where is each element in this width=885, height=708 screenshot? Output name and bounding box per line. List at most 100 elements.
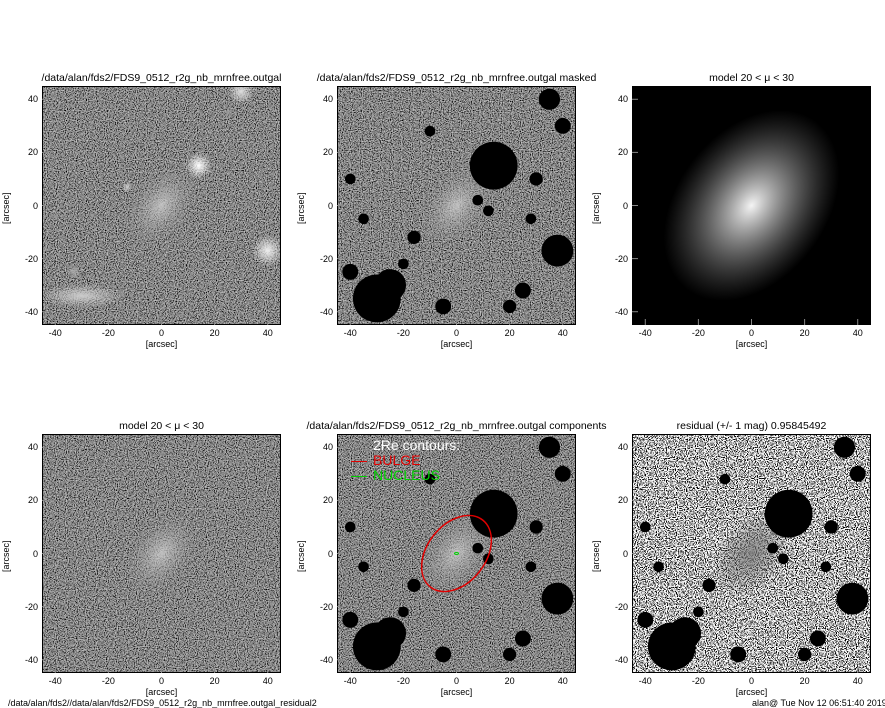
mask-region [344,173,356,185]
mask-region [358,561,369,573]
mask-region [669,617,702,650]
mask-region [767,542,779,554]
x-axis-label: [arcsec] [735,339,768,349]
star [251,234,281,267]
mask-region [525,213,537,225]
y-tick-label: -20 [614,253,628,264]
mask-region [435,646,452,663]
mask-region [653,561,664,573]
x-tick-label: 0 [748,328,755,338]
mask-region [398,258,409,270]
mask-region [554,117,571,134]
y-tick-label: -20 [24,253,38,264]
mask-region [472,194,484,206]
mask-region [637,611,654,628]
mask-region [538,88,561,110]
legend-label: NUCLEUS [373,467,440,483]
mask-region [358,213,369,225]
x-tick-label: -40 [638,328,652,338]
x-tick-label: -40 [638,676,652,686]
y-tick-label: -40 [614,306,628,317]
x-tick-label: 0 [453,328,460,338]
y-tick-label: 20 [322,495,333,506]
y-tick-label: 20 [617,147,628,158]
galaxy [122,511,201,596]
x-tick-label: 40 [852,676,863,686]
image-panel-masked [337,86,576,325]
legend: 2Re contours: BULGE NUCLEUS [351,438,460,483]
x-tick-label: -40 [48,676,62,686]
mask-region [342,263,359,280]
legend-item: NUCLEUS [351,468,460,483]
y-tick-label: -40 [614,654,628,665]
mask-region [514,630,531,647]
y-tick-label: 40 [322,442,333,453]
mask-region [514,282,531,299]
mask-region [344,521,356,533]
mask-region [483,205,494,217]
mask-region [424,125,436,137]
x-tick-label: 0 [158,328,165,338]
mask-region [525,561,537,573]
bulge-contour [420,514,493,593]
x-tick-label: 20 [209,328,220,338]
mask-region [424,473,436,485]
x-tick-label: 40 [557,328,568,338]
star [121,181,133,193]
x-tick-label: 20 [504,676,515,686]
x-axis-label: [arcsec] [145,687,178,697]
legend-item: BULGE [351,453,460,468]
mask-region [538,436,561,458]
y-axis-label: [arcsec] [1,539,11,572]
galaxy [663,110,840,301]
mask-region [435,298,452,315]
x-tick-label: -40 [48,328,62,338]
y-tick-label: -20 [319,601,333,612]
panel-title: /data/alan/fds2/FDS9_0512_r2g_nb_mrnfree… [41,72,282,84]
mask-region [529,520,543,534]
y-axis-label: [arcsec] [1,191,11,224]
y-tick-label: 0 [327,200,333,211]
image-panel-model [632,86,871,325]
image-panel-original [42,86,281,325]
galaxy [417,163,496,248]
y-tick-label: -20 [24,601,38,612]
star [67,265,81,279]
y-tick-label: 40 [322,94,333,105]
x-tick-label: 0 [453,676,460,686]
mask-region [836,582,869,615]
star [185,152,212,179]
x-axis-label: [arcsec] [145,339,178,349]
y-tick-label: 20 [617,495,628,506]
mask-region [469,489,518,538]
image-panel-components [337,434,576,673]
legend-swatch [351,475,367,477]
legend-heading: 2Re contours: [373,437,461,453]
mask-region [797,647,812,662]
y-tick-label: 40 [27,442,38,453]
y-tick-label: -40 [319,654,333,665]
mask-region [502,647,517,662]
y-tick-label: -40 [24,306,38,317]
mask-region [719,473,731,485]
x-tick-label: 20 [799,676,810,686]
x-tick-label: -20 [691,676,705,686]
y-axis-label: [arcsec] [591,539,601,572]
y-tick-label: 20 [27,495,38,506]
x-tick-label: 20 [209,676,220,686]
y-axis-label: [arcsec] [296,191,306,224]
star [222,107,234,118]
y-tick-label: 20 [27,147,38,158]
y-tick-label: -20 [614,601,628,612]
x-tick-label: 40 [262,676,273,686]
x-tick-label: 40 [557,676,568,686]
y-tick-label: -20 [319,253,333,264]
mask-region [374,269,407,302]
mask-region [469,141,518,190]
star [227,86,255,105]
y-axis-label: [arcsec] [591,191,601,224]
x-tick-label: -40 [343,676,357,686]
mask-region [502,299,517,314]
footer-timestamp: alan@ Tue Nov 12 06:51:40 2019 [752,698,885,708]
legend-swatch [351,460,367,462]
